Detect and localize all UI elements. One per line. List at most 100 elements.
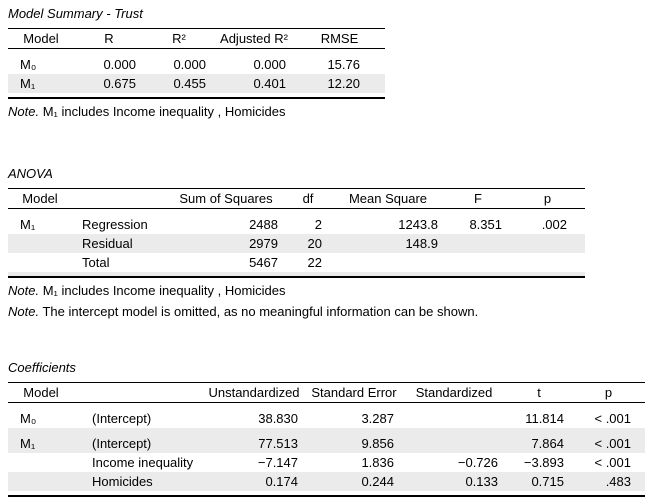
cell-model-label: M₀ [20, 411, 37, 426]
table-row-income-inequality: Income inequality −7.147 1.836 −0.726 −3… [8, 453, 645, 472]
cell-model-label [8, 472, 74, 491]
cell-sum-of-squares: 2488 [249, 217, 278, 232]
cell-t: −3.893 [523, 455, 564, 470]
cell-df: 2 [314, 217, 322, 232]
cell-model-label [8, 234, 72, 253]
anova-note-2: Note. The intercept model is omitted, as… [8, 303, 654, 320]
cell-rmse: 15.76 [327, 57, 360, 72]
cell-r: 0.000 [103, 57, 136, 72]
cell-p: .002 [541, 217, 567, 232]
anova-header-row: Model Sum of Squares df Mean Square F p [8, 189, 585, 209]
table-row-regression: M₁ Regression 2488 2 1243.8 8.351 .002 [8, 209, 585, 235]
model-summary-section: Model Summary - Trust Model R R² Adjuste… [8, 6, 654, 120]
header-unstandardized: Unstandardized [208, 385, 300, 400]
note-text: The intercept model is omitted, as no me… [39, 304, 479, 319]
coefficients-title[interactable]: Coefficients [8, 360, 76, 375]
table-row-m0-intercept: M₀ (Intercept) 38.830 3.287 11.814 < .00… [8, 403, 645, 429]
header-model: Model [23, 31, 59, 46]
cell-t: 0.715 [531, 474, 564, 489]
cell-r: 0.675 [103, 76, 136, 91]
header-f: F [474, 191, 482, 206]
header-r: R [104, 31, 114, 46]
anova-table: Model Sum of Squares df Mean Square F p … [8, 188, 585, 278]
cell-term: (Intercept) [92, 411, 152, 426]
anova-note-1: Note. M₁ includes Income inequality , Ho… [8, 282, 654, 299]
note-label: Note. [8, 304, 40, 319]
header-p: p [543, 191, 552, 206]
cell-t: 11.814 [525, 411, 564, 426]
cell-p: .483 [605, 474, 631, 489]
model-summary-note: Note. M₁ includes Income inequality , Ho… [8, 103, 654, 120]
table-row-m1: M₁ 0.675 0.455 0.401 12.20 [8, 74, 385, 93]
cell-standard-error: 0.244 [361, 474, 394, 489]
cell-standard-error: 9.856 [361, 436, 394, 451]
coefficients-header-row: Model Unstandardized Standard Error Stan… [8, 383, 645, 403]
table-row-homicides: Homicides 0.174 0.244 0.133 0.715 .483 [8, 472, 645, 491]
cell-r2: 0.000 [173, 57, 206, 72]
cell-mean-square: 148.9 [405, 236, 438, 251]
cell-unstandardized: 77.513 [258, 436, 298, 451]
cell-adjusted-r2: 0.401 [253, 76, 286, 91]
header-model: Model [23, 385, 59, 400]
note-text: M₁ includes Income inequality , Homicide… [39, 104, 286, 119]
header-term [72, 189, 166, 209]
cell-term: (Intercept) [92, 436, 152, 451]
cell-model-label [8, 253, 72, 272]
header-standard-error: Standard Error [311, 385, 397, 400]
header-term [74, 383, 202, 403]
cell-standard-error: 1.836 [361, 455, 394, 470]
cell-standardized [402, 403, 506, 429]
cell-unstandardized: −7.147 [257, 455, 298, 470]
cell-rmse: 12.20 [327, 76, 360, 91]
model-summary-header-row: Model R R² Adjusted R² RMSE [8, 29, 385, 49]
note-label: Note. [8, 104, 40, 119]
header-p: p [604, 385, 613, 400]
header-r2: R² [172, 31, 186, 46]
header-standardized: Standardized [415, 385, 493, 400]
cell-model-label: M₀ [20, 57, 37, 72]
cell-term: Regression [82, 217, 148, 232]
cell-df: 22 [307, 255, 322, 270]
cell-p [510, 253, 585, 272]
cell-r2: 0.455 [173, 76, 206, 91]
cell-mean-square [330, 253, 446, 272]
anova-title[interactable]: ANOVA [8, 166, 53, 181]
cell-unstandardized: 38.830 [258, 411, 298, 426]
cell-model-label: M₁ [20, 436, 36, 451]
cell-df: 20 [307, 236, 322, 251]
anova-section: ANOVA Model Sum of Squares df Mean Squar… [8, 166, 654, 320]
cell-standard-error: 3.287 [361, 411, 394, 426]
header-adjusted-r2: Adjusted R² [220, 31, 288, 46]
table-row-m0: M₀ 0.000 0.000 0.000 15.76 [8, 49, 385, 75]
cell-mean-square: 1243.8 [398, 217, 438, 232]
cell-f [446, 253, 510, 272]
table-row-total: Total 5467 22 [8, 253, 585, 272]
cell-term: Residual [82, 236, 133, 251]
cell-term: Homicides [92, 474, 153, 489]
cell-f [446, 234, 510, 253]
cell-t: 7.864 [531, 436, 564, 451]
cell-p: < .001 [594, 411, 631, 426]
cell-model-label: M₁ [20, 217, 36, 232]
cell-sum-of-squares: 5467 [249, 255, 278, 270]
cell-term: Income inequality [92, 455, 194, 470]
cell-f: 8.351 [469, 217, 502, 232]
cell-adjusted-r2: 0.000 [253, 57, 286, 72]
cell-p: < .001 [594, 436, 631, 451]
header-df: df [302, 191, 314, 206]
header-model: Model [22, 191, 58, 206]
cell-sum-of-squares: 2979 [249, 236, 278, 251]
table-bottom-padding [8, 491, 645, 496]
cell-standardized: −0.726 [457, 455, 498, 470]
cell-model-label: M₁ [20, 76, 36, 91]
cell-standardized [402, 428, 506, 453]
cell-model-label [8, 453, 74, 472]
note-label: Note. [8, 283, 40, 298]
cell-standardized: 0.133 [465, 474, 498, 489]
header-sum-of-squares: Sum of Squares [179, 191, 273, 206]
header-mean-square: Mean Square [348, 191, 428, 206]
model-summary-title[interactable]: Model Summary - Trust [8, 6, 143, 21]
cell-p [510, 234, 585, 253]
note-text: M₁ includes Income inequality , Homicide… [39, 283, 286, 298]
